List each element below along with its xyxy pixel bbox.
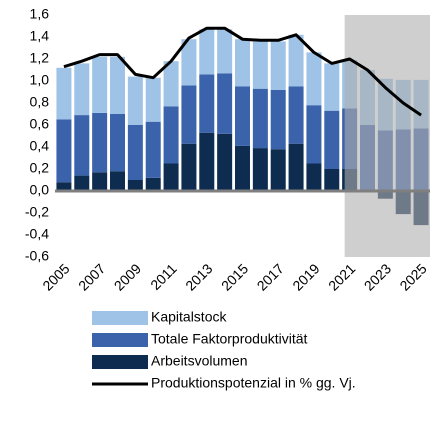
bar-segment bbox=[74, 175, 90, 191]
line-series bbox=[63, 26, 422, 117]
x-tick-label: 2025 bbox=[396, 260, 429, 293]
x-tick-label: 2011 bbox=[147, 260, 180, 293]
legend-label: Kapitalstock bbox=[151, 309, 227, 325]
y-tick-label: 1,0 bbox=[30, 72, 50, 88]
bar-segment bbox=[163, 106, 179, 164]
x-tick-label: 2005 bbox=[39, 260, 72, 293]
legend-label: Totale Faktorproduktivität bbox=[151, 331, 308, 347]
bar-segment bbox=[163, 61, 179, 107]
y-tick-label: -0,4 bbox=[25, 226, 49, 242]
y-tick-label: 1,4 bbox=[30, 28, 50, 44]
bar-segment bbox=[288, 34, 304, 87]
forecast-shade bbox=[344, 15, 430, 257]
x-tick-label: 2013 bbox=[182, 260, 215, 293]
bar-segment bbox=[145, 121, 161, 178]
bar-segment bbox=[252, 41, 268, 89]
bar-segment bbox=[163, 163, 179, 191]
bar-segment bbox=[127, 125, 143, 180]
bar-segment bbox=[288, 143, 304, 191]
x-tick-label: 2017 bbox=[254, 260, 287, 293]
bar-segment bbox=[324, 169, 340, 191]
y-tick-label: 1,2 bbox=[30, 50, 50, 66]
bar-segment bbox=[145, 77, 161, 122]
bar-segment bbox=[110, 56, 125, 114]
bar-segment bbox=[127, 76, 143, 125]
bar-segment bbox=[56, 119, 72, 183]
bar-segment bbox=[235, 86, 250, 146]
y-tick-label: 0,4 bbox=[30, 138, 50, 154]
bar-segment bbox=[181, 39, 197, 86]
bar-segment bbox=[217, 29, 233, 74]
x-tick-label: 2009 bbox=[111, 260, 144, 293]
bar-segment bbox=[181, 143, 197, 191]
bar-segment bbox=[306, 163, 322, 191]
bar-segment bbox=[217, 73, 233, 134]
bar-segment bbox=[181, 85, 197, 144]
bar-segment bbox=[235, 39, 250, 87]
y-tick-label: 1,6 bbox=[30, 6, 50, 22]
x-tick-label: 2019 bbox=[289, 260, 322, 293]
bar-segment bbox=[324, 63, 340, 111]
bar-segment bbox=[74, 115, 90, 176]
y-tick-label: 0,2 bbox=[30, 160, 50, 176]
bar-segment bbox=[199, 29, 215, 75]
bar-segment bbox=[127, 180, 143, 191]
bar-segment bbox=[92, 56, 108, 113]
y-tick-label: 0,0 bbox=[30, 182, 50, 198]
bar-segment bbox=[56, 182, 72, 191]
legend-swatch bbox=[92, 311, 148, 325]
bar-segment bbox=[145, 177, 161, 191]
bar-segment bbox=[252, 148, 268, 191]
bar-segment bbox=[199, 132, 215, 191]
bar-segment bbox=[252, 88, 268, 149]
bar-segment bbox=[288, 86, 304, 144]
bar-segment bbox=[270, 41, 286, 90]
y-tick-label: 0,8 bbox=[30, 94, 50, 110]
bar-segment bbox=[110, 114, 125, 172]
bar-segment bbox=[306, 52, 322, 106]
bar-segment bbox=[324, 110, 340, 169]
bar-segment bbox=[74, 63, 90, 116]
bar-segment bbox=[56, 67, 72, 120]
y-tick-label: -0,2 bbox=[25, 204, 49, 220]
y-tick-label: 0,6 bbox=[30, 116, 50, 132]
bar-segment bbox=[217, 133, 233, 191]
bar-segment bbox=[92, 172, 108, 191]
bar-segment bbox=[270, 89, 286, 150]
legend-label: Produktionspotenzial in % gg. Vj. bbox=[151, 375, 356, 391]
legend-swatch bbox=[92, 333, 148, 347]
y-tick-label: -0,6 bbox=[25, 248, 49, 264]
bar-segment bbox=[235, 145, 250, 191]
bar-segment bbox=[199, 74, 215, 133]
legend-label: Arbeitsvolumen bbox=[151, 353, 248, 369]
legend-swatch bbox=[92, 355, 148, 369]
x-tick-label: 2015 bbox=[218, 260, 251, 293]
bar-segment bbox=[270, 149, 286, 191]
x-tick-label: 2023 bbox=[361, 260, 394, 293]
bar-segment bbox=[306, 105, 322, 164]
x-tick-label: 2007 bbox=[75, 260, 108, 293]
bar-segment bbox=[110, 171, 125, 191]
x-tick-label: 2021 bbox=[325, 260, 358, 293]
bar-segment bbox=[92, 112, 108, 173]
